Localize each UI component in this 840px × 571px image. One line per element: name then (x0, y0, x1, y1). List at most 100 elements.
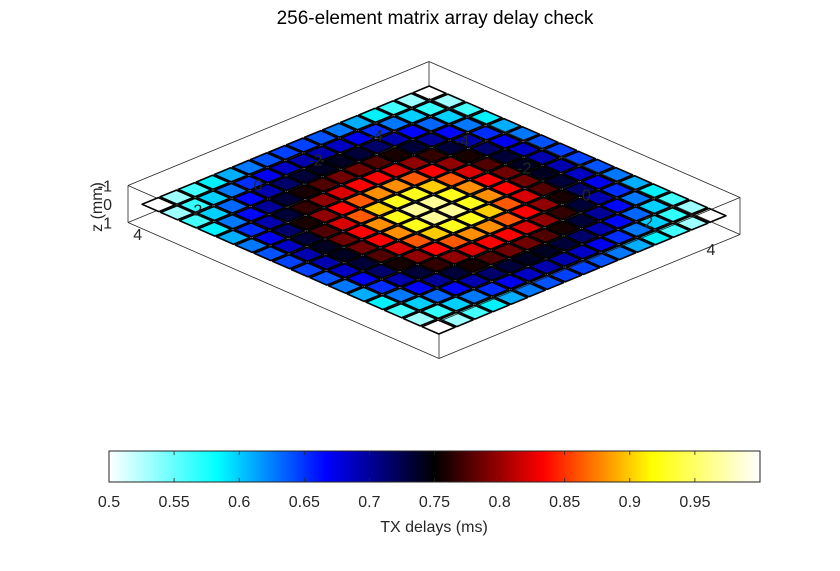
array-element (252, 230, 288, 246)
array-element (400, 264, 436, 280)
array-element (363, 263, 399, 280)
array-element (418, 241, 453, 257)
array-element (475, 296, 511, 313)
array-element (307, 239, 343, 255)
y-tick-label: 4 (133, 227, 142, 244)
array-element (655, 222, 691, 239)
array-element (492, 258, 527, 274)
array-element (377, 146, 413, 163)
array-element (543, 157, 579, 174)
array-element (434, 202, 470, 219)
array-element (395, 123, 431, 140)
x-tick-label: 2 (644, 215, 653, 232)
array-element (420, 303, 456, 320)
array-element (601, 229, 636, 245)
array-element (250, 167, 285, 184)
array-element (290, 262, 326, 278)
array-element (304, 145, 340, 162)
array-element (583, 252, 619, 268)
y-axis-ticks: -4 -2 0 2 4 (133, 128, 383, 244)
array-element (325, 216, 361, 232)
x-axis-ticks: -4 -2 0 2 4 (455, 133, 715, 259)
array-element (308, 254, 344, 271)
array-element (416, 210, 452, 226)
array-element (636, 183, 671, 199)
array-element (457, 304, 492, 320)
colorbar-tick-label: 0.9 (619, 494, 641, 511)
array-element (563, 212, 599, 229)
z-tick-label: 0 (103, 197, 112, 214)
array-element (450, 117, 485, 133)
array-element (359, 138, 394, 155)
array-element (453, 210, 489, 227)
array-element (344, 224, 379, 240)
array-element (506, 157, 542, 173)
array-element (215, 229, 251, 246)
array-element (413, 116, 449, 132)
array-element (289, 246, 325, 263)
array-element (412, 85, 447, 101)
array-element (253, 245, 288, 262)
array-element (326, 231, 361, 248)
array-element (159, 189, 194, 205)
array-element (433, 155, 468, 172)
array-element (472, 218, 508, 235)
array-elements (141, 85, 727, 335)
y-tick-label: -4 (369, 128, 383, 145)
array-element (289, 230, 325, 247)
array-element (343, 208, 379, 225)
array-element (323, 153, 358, 170)
array-element (619, 221, 654, 238)
array-element (213, 167, 249, 183)
array-element (490, 227, 526, 243)
array-element (488, 164, 524, 181)
array-element (379, 178, 414, 194)
array-element (233, 206, 269, 222)
array-element (436, 233, 471, 250)
array-element (468, 109, 503, 126)
x-tick-label: -2 (517, 160, 531, 177)
colorbar-tick-label: 0.7 (358, 494, 380, 511)
array-element (430, 93, 466, 109)
array-element (468, 125, 504, 141)
array-element (599, 182, 635, 198)
array-element (508, 204, 544, 220)
array-element (528, 258, 564, 275)
array-element (583, 236, 618, 253)
chart-title: 256-element matrix array delay check (277, 8, 594, 29)
array-element (309, 270, 344, 286)
array-element (565, 244, 600, 260)
array-element (432, 140, 468, 156)
array-element (415, 178, 451, 195)
array-element (414, 147, 450, 164)
array-element (196, 205, 232, 222)
array-element (402, 310, 438, 327)
array-element (617, 190, 653, 207)
array-element (286, 168, 322, 185)
array-element (361, 201, 397, 217)
array-element (401, 295, 437, 312)
array-element (509, 235, 545, 251)
colorbar-tick-label: 0.55 (159, 494, 190, 511)
array-element (397, 170, 432, 187)
array-element (321, 122, 357, 138)
array-element (435, 218, 471, 234)
array-element (362, 216, 397, 233)
array-element (563, 197, 598, 213)
array-element (507, 188, 543, 204)
array-element (327, 262, 362, 279)
array-element (267, 144, 303, 161)
array-element (673, 215, 709, 231)
array-element (232, 190, 268, 207)
array-element (692, 207, 727, 224)
array-element (306, 192, 341, 208)
array-element (471, 187, 506, 204)
array-element (655, 206, 691, 223)
array-element (285, 137, 321, 153)
array-element (197, 221, 232, 237)
array-element (394, 92, 429, 109)
array-element (322, 138, 358, 154)
array-element (214, 182, 249, 199)
array-element (431, 108, 467, 125)
array-element (490, 211, 526, 228)
